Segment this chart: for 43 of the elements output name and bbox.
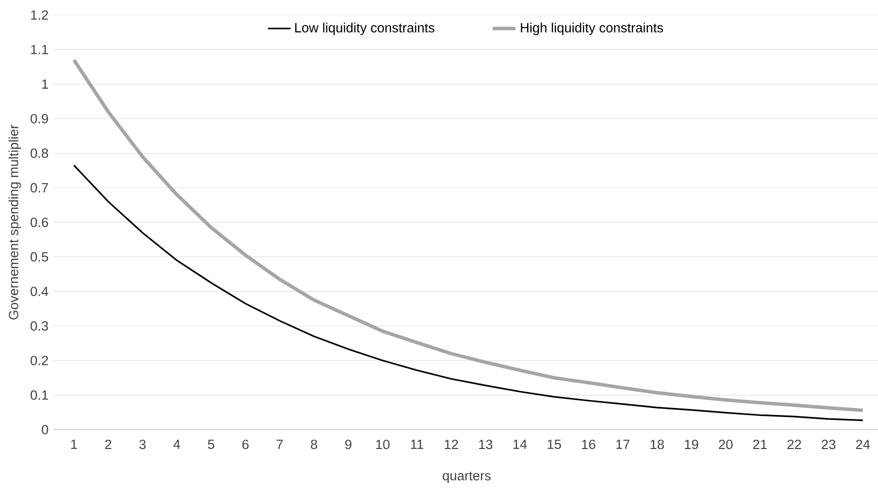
x-tick-label: 12	[444, 440, 458, 450]
x-tick-label: 10	[376, 440, 390, 450]
y-tick-label: 1	[42, 80, 48, 89]
x-tick-label: 1	[71, 440, 77, 449]
x-tick-label: 5	[208, 440, 214, 449]
x-tick-label: 8	[310, 440, 318, 450]
x-tick-label: 13	[479, 440, 492, 450]
x-tick-label: 15	[548, 440, 561, 449]
x-tick-label: 22	[788, 440, 801, 450]
x-tick-label: 20	[718, 440, 733, 450]
x-tick-label: 11	[411, 440, 424, 449]
y-tick-label: 1.1	[31, 44, 48, 54]
x-tick-label: 24	[856, 440, 870, 450]
y-axis-title: Governement spending multiplier	[8, 124, 21, 320]
y-tick-label: 0.3	[30, 321, 48, 331]
y-tick-label: 0.4	[30, 286, 48, 296]
x-tick-label: 19	[684, 440, 698, 450]
x-tick-label: 17	[616, 440, 630, 449]
y-tick-label: 0.2	[30, 356, 48, 366]
x-tick-label: 18	[650, 440, 664, 450]
x-tick-label: 2	[105, 440, 112, 450]
x-tick-label: 3	[139, 440, 146, 450]
y-tick-label: 0.9	[30, 114, 48, 124]
legend-label: High liquidity constraints	[520, 22, 664, 36]
y-tick-label: 1.2	[31, 10, 48, 20]
x-tick-label: 9	[345, 440, 352, 450]
x-tick-label: 14	[513, 440, 527, 449]
y-tick-label: 0.7	[30, 183, 48, 192]
y-tick-label: 0.8	[30, 148, 48, 158]
y-tick-label: 0	[42, 424, 48, 434]
line-series	[72, 58, 865, 412]
x-tick-label: 16	[582, 440, 596, 450]
x-axis-title: quarters	[442, 472, 491, 484]
y-tick-label: 0.5	[30, 252, 48, 262]
x-tick-label: 4	[173, 440, 180, 449]
y-tick-label: 0.1	[30, 390, 48, 400]
x-tick-label: 7	[276, 440, 283, 449]
x-tick-label: 6	[242, 440, 249, 450]
x-tick-label: 21	[753, 440, 767, 450]
line-series	[73, 164, 864, 422]
y-tick-label: 0.6	[30, 218, 48, 228]
legend-label: Low liquidity constraints	[295, 22, 434, 36]
x-tick-label: 23	[822, 440, 836, 450]
